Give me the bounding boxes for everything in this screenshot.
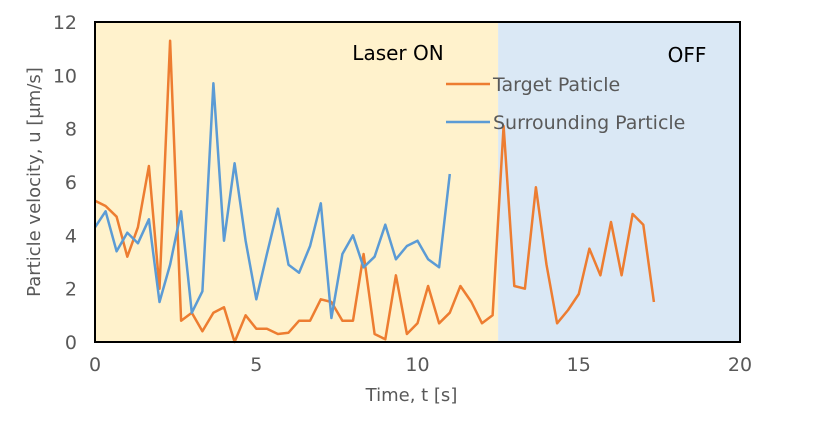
y-tick-label: 10 xyxy=(53,65,77,87)
series-line-0 xyxy=(94,39,656,344)
y-tick-label: 12 xyxy=(53,12,77,34)
plot-frame xyxy=(94,21,741,343)
x-tick-label: 20 xyxy=(728,354,752,376)
region-1 xyxy=(498,22,740,342)
x-tick-label: 15 xyxy=(567,354,591,376)
y-tick-label: 6 xyxy=(65,172,77,194)
y-tick-label: 4 xyxy=(65,225,77,247)
x-tick-label: 10 xyxy=(405,354,429,376)
x-tick-label: 0 xyxy=(89,354,101,376)
y-axis-title: Particle velocity, u [μm/s] xyxy=(24,67,45,297)
region-label-1: OFF xyxy=(668,43,707,67)
x-tick-label: 5 xyxy=(250,354,262,376)
x-axis-title: Time, t [s] xyxy=(365,385,458,406)
y-tick-label: 8 xyxy=(65,119,77,141)
region-label-0: Laser ON xyxy=(352,41,443,65)
legend-label-0: Target Paticle xyxy=(492,74,620,96)
y-tick-label: 2 xyxy=(65,279,77,301)
legend-label-1: Surrounding Particle xyxy=(493,112,685,134)
series-line-1 xyxy=(93,82,452,320)
region-0 xyxy=(95,22,499,342)
y-tick-label: 0 xyxy=(65,332,77,354)
